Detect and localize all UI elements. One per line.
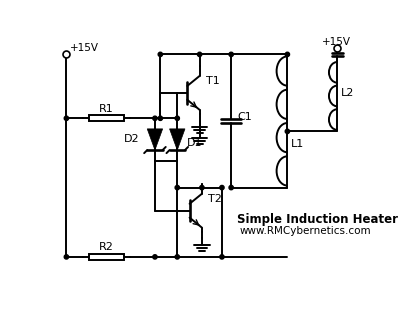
Text: R2: R2 [99, 242, 114, 252]
Polygon shape [170, 129, 185, 150]
Text: R1: R1 [99, 104, 114, 114]
Circle shape [200, 185, 204, 190]
Circle shape [153, 255, 157, 259]
Circle shape [175, 116, 179, 120]
Circle shape [220, 255, 224, 259]
Circle shape [175, 185, 179, 190]
Text: +15V: +15V [322, 37, 351, 47]
Text: L1: L1 [291, 139, 304, 149]
Circle shape [175, 255, 179, 259]
Circle shape [64, 255, 68, 259]
Circle shape [158, 52, 162, 56]
Circle shape [153, 116, 157, 120]
Text: T1: T1 [206, 76, 220, 86]
Circle shape [285, 129, 290, 134]
Text: L2: L2 [341, 88, 355, 98]
Circle shape [158, 116, 162, 120]
Text: www.RMCybernetics.com: www.RMCybernetics.com [240, 227, 371, 236]
Circle shape [285, 52, 290, 56]
Circle shape [64, 116, 68, 120]
Circle shape [229, 52, 233, 56]
Text: D2: D2 [124, 134, 140, 144]
Text: C1: C1 [237, 112, 252, 122]
Bar [89, 115, 124, 121]
Polygon shape [147, 129, 163, 150]
Text: Simple Induction Heater: Simple Induction Heater [237, 213, 398, 227]
Circle shape [220, 185, 224, 190]
Text: D1: D1 [187, 138, 202, 148]
Circle shape [229, 185, 233, 190]
Text: T2: T2 [208, 194, 222, 204]
Text: +15V: +15V [70, 43, 98, 53]
Circle shape [197, 52, 202, 56]
Bar [89, 254, 124, 260]
